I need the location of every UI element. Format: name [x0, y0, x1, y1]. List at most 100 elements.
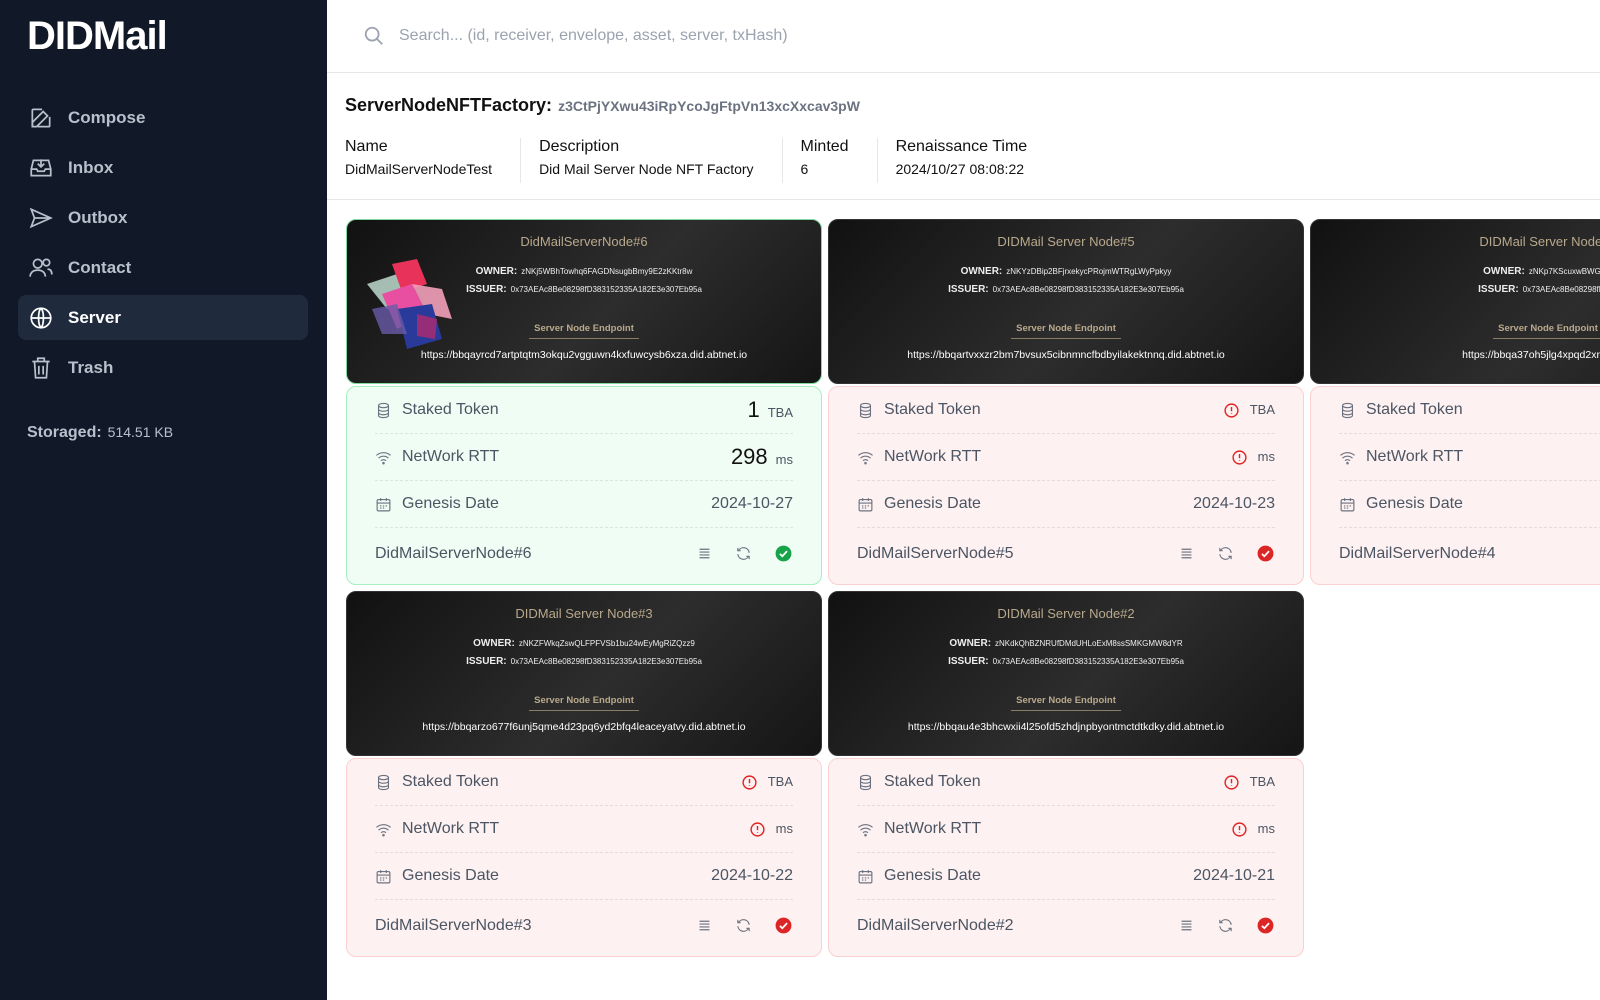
- issuer-line: ISSUER: 0x73AEAc8Be08298fD383152335A182E3…: [829, 284, 1303, 295]
- field-value: Did Mail Server Node NFT Factory: [539, 161, 754, 177]
- detail-unit: TBA: [1249, 773, 1275, 789]
- detail-row: Genesis Date 2024-10-22: [375, 853, 793, 900]
- detail-label: NetWork RTT: [402, 820, 500, 837]
- card-footer: DidMailServerNode#6: [375, 528, 793, 579]
- detail-value: TBA: [741, 774, 793, 791]
- factory-fields: Name DidMailServerNodeTest Description Did …: [345, 138, 1073, 183]
- card-footer: DidMailServerNode#3: [375, 900, 793, 951]
- detail-row: Staked Token TBA: [857, 759, 1275, 806]
- refresh-icon[interactable]: [1217, 917, 1234, 934]
- search-bar[interactable]: Search... (id, receiver, envelope, asset…: [327, 0, 1600, 73]
- nav-item[interactable]: Contact: [18, 245, 308, 290]
- detail-value: ms: [749, 821, 793, 838]
- card-header-title: DidMailServerNode#6: [520, 234, 648, 249]
- owner-line: OWNER:zNKp7KScuxwBWG4W: [1311, 266, 1600, 277]
- server-card[interactable]: DIDMail Server Node#4 OWNER:zNKp7KScuxwBW…: [1310, 219, 1600, 585]
- card-header-title: DIDMail Server Node#3: [515, 606, 653, 621]
- status-icon: [1257, 917, 1274, 934]
- factory-label: ServerNodeNFTFactory:: [345, 95, 553, 115]
- detail-unit: ms: [1257, 448, 1275, 464]
- issuer-line: ISSUER: 0x73AEAc8Be08298fD383152335A182E3…: [347, 656, 821, 667]
- field-label: Name: [345, 138, 388, 155]
- nav-label: Trash: [68, 357, 114, 377]
- nav-item[interactable]: Outbox: [18, 195, 308, 240]
- card-name: DidMailServerNode#6: [375, 544, 532, 562]
- owner-value: zNKj5WBhTowhq6FAGDNsugbBmy9E2zKKtr8w: [521, 267, 693, 276]
- nav-item[interactable]: Inbox: [18, 145, 308, 190]
- issuer-value: 0x73AEAc8Be08298fD383: [1522, 285, 1600, 294]
- endpoint-label: Server Node Endpoint: [1493, 323, 1600, 339]
- card-actions: [696, 916, 793, 935]
- owner-value: zNKZFWkqZswQLFPFVSb1bu24wEyMgRiZQzz9: [518, 639, 695, 648]
- list-icon[interactable]: [696, 917, 713, 934]
- card-footer: DidMailServerNode#5: [857, 528, 1275, 579]
- detail-unit: TBA: [1249, 401, 1275, 417]
- card-header-title: DIDMail Server Node#2: [997, 606, 1135, 621]
- detail-label: Staked Token: [402, 773, 499, 790]
- nav-item[interactable]: Compose: [18, 95, 308, 140]
- server-card[interactable]: DIDMail Server Node#5 OWNER: zNKYzDBip2BFj…: [828, 219, 1304, 585]
- server-card[interactable]: DidMailServerNode#6 OWNER: zNKj5WBhTowhq6F…: [346, 219, 822, 585]
- detail-unit: ms: [775, 820, 793, 836]
- field-value: 6: [800, 161, 809, 177]
- endpoint-url: https://bbqa37oh5jlg4xpqd2xru5qyzh: [1462, 349, 1600, 361]
- card-body: Staked Token 1 TBA NetWork RTT 298 ms Genesis …: [346, 386, 822, 585]
- detail-value: TBA: [1223, 402, 1275, 419]
- card-header-title: DIDMail Server Node#4: [1479, 234, 1600, 249]
- nav-item[interactable]: Server: [18, 295, 308, 340]
- detail-label: NetWork RTT: [1366, 448, 1464, 465]
- detail-row: NetWork RTT ms: [375, 806, 793, 853]
- issuer-label: ISSUER:: [1478, 284, 1519, 295]
- owner-value: zNKdkQhBZNRUfDMdUHLoExM8ssSMKGMW8dYR: [995, 639, 1183, 648]
- detail-row: Genesis Date: [1339, 481, 1600, 528]
- list-icon[interactable]: [696, 545, 713, 562]
- detail-unit: TBA: [767, 773, 793, 789]
- card-header: DIDMail Server Node#5 OWNER: zNKYzDBip2BFj…: [828, 219, 1304, 384]
- refresh-icon[interactable]: [1217, 545, 1234, 562]
- owner-label: OWNER:: [475, 266, 518, 277]
- card-footer: DidMailServerNode#4: [1339, 528, 1600, 579]
- detail-row: Staked Token TBA: [375, 759, 793, 806]
- factory-field: Renaissance Time 2024/10/27 08:08:22: [896, 138, 1056, 183]
- detail-value: ms: [1231, 449, 1275, 466]
- card-name: DidMailServerNode#3: [375, 916, 532, 934]
- detail-value: 2024-10-27: [711, 495, 793, 513]
- list-icon[interactable]: [1178, 545, 1195, 562]
- detail-row: Genesis Date 2024-10-27: [375, 481, 793, 528]
- card-actions: [696, 544, 793, 563]
- factory-field: Minted 6: [801, 138, 878, 183]
- card-header-title: DIDMail Server Node#5: [997, 234, 1135, 249]
- detail-date: 2024-10-22: [711, 867, 793, 884]
- issuer-label: ISSUER:: [948, 284, 989, 295]
- endpoint-url: https://bbqarzo677f6unj5qme4d23pq6yd2bfq…: [422, 721, 746, 733]
- refresh-icon[interactable]: [735, 917, 752, 934]
- nav-label: Server: [68, 307, 121, 327]
- detail-label: Genesis Date: [1366, 495, 1463, 512]
- storage: Storaged: 514.51 KB: [27, 424, 173, 442]
- owner-value: zNKp7KScuxwBWG4W: [1528, 267, 1600, 276]
- factory-address: z3CtPjYXwu43iRpYcoJgFtpVn13xcXxcav3pW: [558, 98, 860, 114]
- status-icon: [1257, 545, 1274, 562]
- detail-label: Genesis Date: [402, 867, 499, 884]
- server-card[interactable]: DIDMail Server Node#2 OWNER: zNKdkQhBZNRUf…: [828, 591, 1304, 957]
- issuer-value: 0x73AEAc8Be08298fD383152335A182E3e307Eb9…: [510, 657, 702, 666]
- detail-row: Genesis Date 2024-10-21: [857, 853, 1275, 900]
- endpoint-url: https://bbqartvxxzr2bm7bvsux5cibnmncfbdb…: [907, 349, 1225, 361]
- nav-item[interactable]: Trash: [18, 345, 308, 390]
- server-card[interactable]: DIDMail Server Node#3 OWNER: zNKZFWkqZswQL…: [346, 591, 822, 957]
- detail-row: Staked Token TBA: [857, 387, 1275, 434]
- detail-label: Genesis Date: [884, 867, 981, 884]
- card-header: DIDMail Server Node#4 OWNER:zNKp7KScuxwBW…: [1310, 219, 1600, 384]
- status-icon: [775, 545, 792, 562]
- detail-unit: TBA: [767, 405, 793, 420]
- detail-value: 2024-10-21: [1193, 867, 1275, 885]
- issuer-label: ISSUER:: [466, 656, 507, 667]
- nav-label: Outbox: [68, 207, 128, 227]
- refresh-icon[interactable]: [735, 545, 752, 562]
- nav-label: Contact: [68, 257, 132, 277]
- factory-field: Description Did Mail Server Node NFT Fact…: [539, 138, 783, 183]
- factory-field: Name DidMailServerNodeTest: [345, 138, 522, 183]
- list-icon[interactable]: [1178, 917, 1195, 934]
- search-placeholder: Search... (id, receiver, envelope, asset…: [399, 27, 788, 44]
- card-body: Staked Token TBA NetWork RTT ms Genesis Date…: [346, 758, 822, 957]
